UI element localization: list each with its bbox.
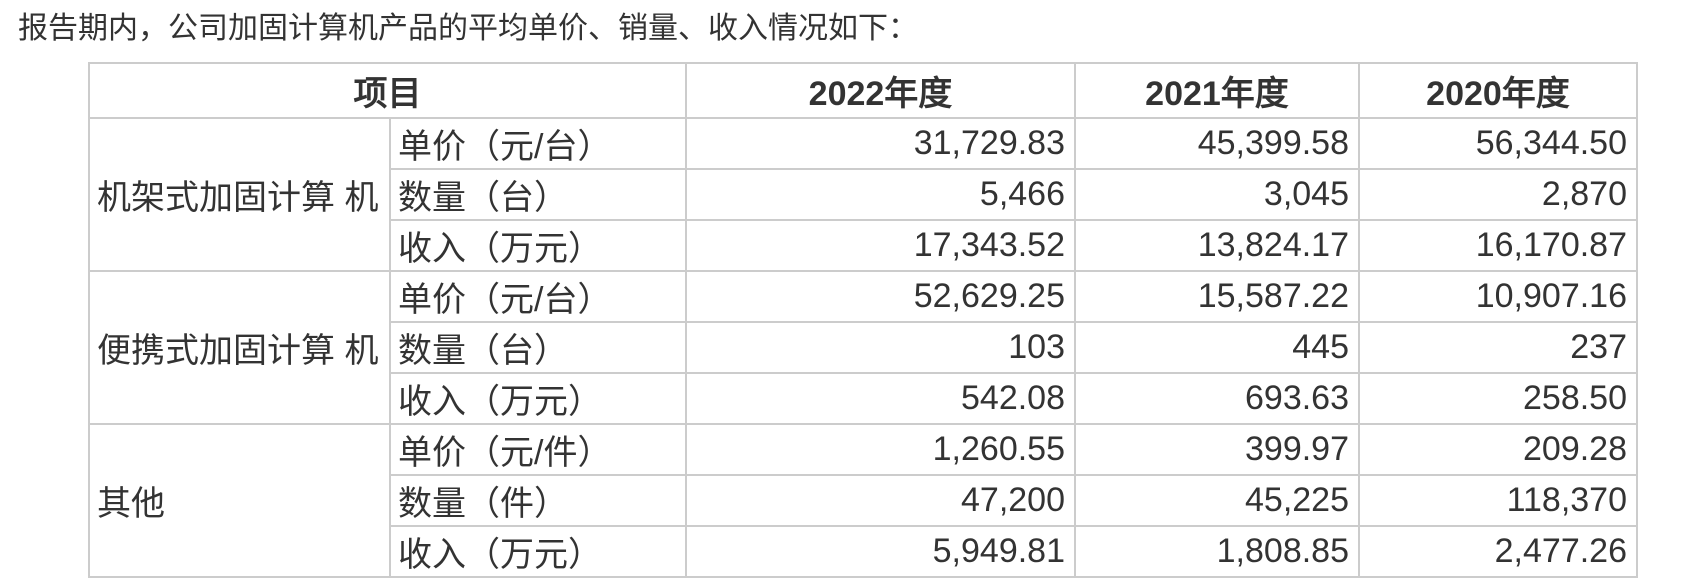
table-row: 数量（件） 47,200 45,225 118,370 xyxy=(89,474,1638,527)
metric-label-cell: 收入（万元） xyxy=(389,219,687,272)
table-row: 收入（万元） 17,343.52 13,824.17 16,170.87 xyxy=(89,219,1638,272)
value-2021-cell: 45,399.58 xyxy=(1074,117,1360,170)
value-2020-cell: 16,170.87 xyxy=(1358,219,1638,272)
group-name-portable: 便携式加固计算 机 xyxy=(88,270,391,425)
group-name-other: 其他 xyxy=(88,423,391,578)
value-2022-cell: 5,466 xyxy=(685,168,1076,221)
intro-text: 报告期内，公司加固计算机产品的平均单价、销量、收入情况如下： xyxy=(18,12,918,45)
value-2021-cell: 445 xyxy=(1074,321,1360,374)
metric-label-cell: 单价（元/件） xyxy=(389,423,687,476)
table-row: 便携式加固计算 机 单价（元/台） 52,629.25 15,587.22 10… xyxy=(88,270,1638,425)
header-item: 项目 xyxy=(88,62,687,119)
header-year-2020: 2020年度 xyxy=(1358,62,1638,119)
header-year-2022: 2022年度 xyxy=(685,62,1076,119)
metric-label-cell: 单价（元/台） xyxy=(389,270,687,323)
document-page: 报告期内，公司加固计算机产品的平均单价、销量、收入情况如下： 项目 2022年度… xyxy=(0,10,1696,578)
value-2020-cell: 2,477.26 xyxy=(1358,525,1638,578)
table-row: 数量（台） 5,466 3,045 2,870 xyxy=(89,168,1638,221)
table-row: 数量（台） 103 445 237 xyxy=(89,321,1638,374)
table-header-row: 项目 2022年度 2021年度 2020年度 xyxy=(88,62,1638,119)
metric-label-cell: 单价（元/台） xyxy=(389,117,687,170)
value-2020-cell: 118,370 xyxy=(1358,474,1638,527)
value-2021-cell: 693.63 xyxy=(1074,372,1360,425)
value-2021-cell: 3,045 xyxy=(1074,168,1360,221)
value-2022-cell: 5,949.81 xyxy=(685,525,1076,578)
value-2020-cell: 237 xyxy=(1358,321,1638,374)
table-row: 收入（万元） 542.08 693.63 258.50 xyxy=(89,372,1638,425)
value-2022-cell: 542.08 xyxy=(685,372,1076,425)
value-2021-cell: 45,225 xyxy=(1074,474,1360,527)
value-2022-cell: 103 xyxy=(685,321,1076,374)
group-name-rack: 机架式加固计算 机 xyxy=(88,117,391,272)
value-2022-cell: 17,343.52 xyxy=(685,219,1076,272)
value-2021-cell: 399.97 xyxy=(1074,423,1360,476)
product-metrics-table: 项目 2022年度 2021年度 2020年度 机架式加固计算 机 单价（元/台… xyxy=(88,62,1638,578)
value-2021-cell: 15,587.22 xyxy=(1074,270,1360,323)
metric-label-cell: 数量（台） xyxy=(389,168,687,221)
value-2020-cell: 56,344.50 xyxy=(1358,117,1638,170)
value-2021-cell: 1,808.85 xyxy=(1074,525,1360,578)
value-2022-cell: 31,729.83 xyxy=(685,117,1076,170)
value-2020-cell: 258.50 xyxy=(1358,372,1638,425)
metric-label-cell: 数量（台） xyxy=(389,321,687,374)
value-2020-cell: 2,870 xyxy=(1358,168,1638,221)
value-2022-cell: 1,260.55 xyxy=(685,423,1076,476)
header-year-2021: 2021年度 xyxy=(1074,62,1360,119)
value-2022-cell: 47,200 xyxy=(685,474,1076,527)
table-row: 其他 单价（元/件） 1,260.55 399.97 209.28 xyxy=(88,423,1638,578)
value-2020-cell: 209.28 xyxy=(1358,423,1638,476)
value-2020-cell: 10,907.16 xyxy=(1358,270,1638,323)
metric-label-cell: 数量（件） xyxy=(389,474,687,527)
metric-label-cell: 收入（万元） xyxy=(389,372,687,425)
table-row: 机架式加固计算 机 单价（元/台） 31,729.83 45,399.58 56… xyxy=(88,117,1638,272)
value-2021-cell: 13,824.17 xyxy=(1074,219,1360,272)
metric-label-cell: 收入（万元） xyxy=(389,525,687,578)
value-2022-cell: 52,629.25 xyxy=(685,270,1076,323)
